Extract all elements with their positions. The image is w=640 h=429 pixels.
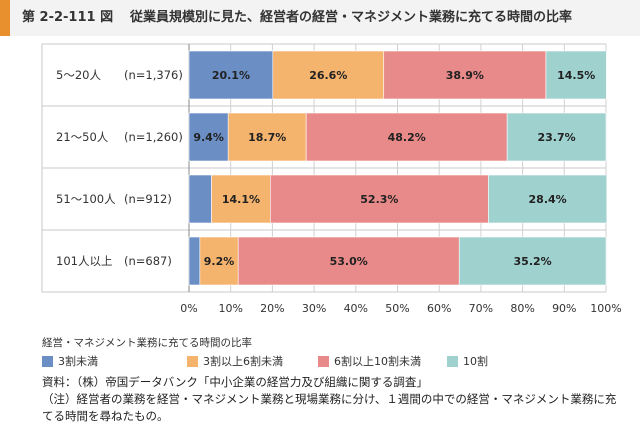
data-label: 48.2% [388,131,426,144]
data-label: 9.4% [193,131,224,144]
x-tick-label: 100% [590,302,621,315]
bar-segment [227,112,307,162]
x-tick-label: 80% [510,302,534,315]
legend-label: 10割 [463,355,488,368]
data-label: 20.1% [212,69,250,82]
category-n-label: (n=1,376) [124,68,183,82]
stacked-bar-chart: 5〜20人 (n=1,376) 21〜50人 (n=1,260) 51〜100人 (n=9… [41,43,622,315]
data-label: 23.7% [537,131,575,144]
x-tick-label: 20% [260,302,284,315]
figure-header: 第 2-2-111 図 従業員規模別に見た、経営者の経営・マネジメント業務に充て… [0,0,640,36]
category-n-label: (n=1,260) [124,130,183,144]
x-tick-label: 30% [302,302,326,315]
x-tick-label: 70% [469,302,493,315]
figure-title: 従業員規模別に見た、経営者の経営・マネジメント業務に充てる時間の比率 [130,10,573,25]
legend-label: 3割未満 [58,355,98,368]
bar-segment [488,174,608,224]
legend: 経営・マネジメント業務に充てる時間の比率 3割未満 3割以上6割未満 6割以上10割… [42,335,632,369]
bar-segment [188,174,212,224]
data-label: 26.6% [309,69,347,82]
source-note: 資料：（株）帝国データバンク「中小企業の経営力及び組織に関する調査」 [42,375,428,389]
figure-number: 第 2-2-111 図 [22,10,114,25]
bar-segment [545,50,607,100]
category-label: 51〜100人 [56,192,116,206]
legend-item: 10割 [447,353,488,369]
category-label: 101人以上 [56,254,112,268]
x-tick-label: 10% [218,302,242,315]
data-label: 14.1% [222,193,260,206]
bar-segment [211,174,271,224]
bar-segment [506,112,607,162]
bar-segment [199,236,239,286]
data-label: 53.0% [330,255,368,268]
note-line-2: てる時間を尋ねたもの。 [42,409,169,423]
header-accent-bar [0,0,10,36]
category-n-label: (n=912) [124,192,172,206]
bar-segment [188,236,201,286]
legend-items: 3割未満 3割以上6割未満 6割以上10割未満 10割 [42,353,632,369]
legend-item: 3割以上6割未満 [187,353,283,369]
legend-label: 3割以上6割未満 [203,355,283,368]
x-tick-label: 40% [344,302,368,315]
x-tick-label: 0% [180,302,197,315]
bar-segment [270,174,489,224]
legend-swatch [318,355,329,367]
legend-label: 6割以上10割未満 [334,355,421,368]
data-label: 52.3% [360,193,398,206]
notes: 資料：（株）帝国データバンク「中小企業の経営力及び組織に関する調査」 （注）経営… [42,374,632,425]
data-label: 18.7% [248,131,286,144]
bar-segment [188,112,229,162]
data-label: 35.2% [514,255,552,268]
note-line-1: （注）経営者の業務を経営・マネジメント業務と現場業務に分け、１週間の中での経営・… [42,392,617,406]
legend-swatch [187,355,198,367]
data-label: 38.9% [446,69,484,82]
legend-title: 経営・マネジメント業務に充てる時間の比率 [42,337,252,349]
category-n-label: (n=687) [124,254,172,268]
data-label: 14.5% [557,69,595,82]
legend-swatch [447,355,458,367]
bar-segment [383,50,547,100]
legend-item: 6割以上10割未満 [318,353,421,369]
data-label: 9.2% [204,255,235,268]
legend-item: 3割未満 [42,353,98,369]
bar-segment [458,236,607,286]
data-label: 28.4% [529,193,567,206]
bar-segment [237,236,460,286]
category-label: 21〜50人 [56,130,109,144]
x-tick-label: 90% [552,302,576,315]
legend-swatch [42,355,53,367]
x-tick-label: 50% [385,302,409,315]
category-label: 5〜20人 [56,68,101,82]
x-tick-label: 60% [427,302,451,315]
